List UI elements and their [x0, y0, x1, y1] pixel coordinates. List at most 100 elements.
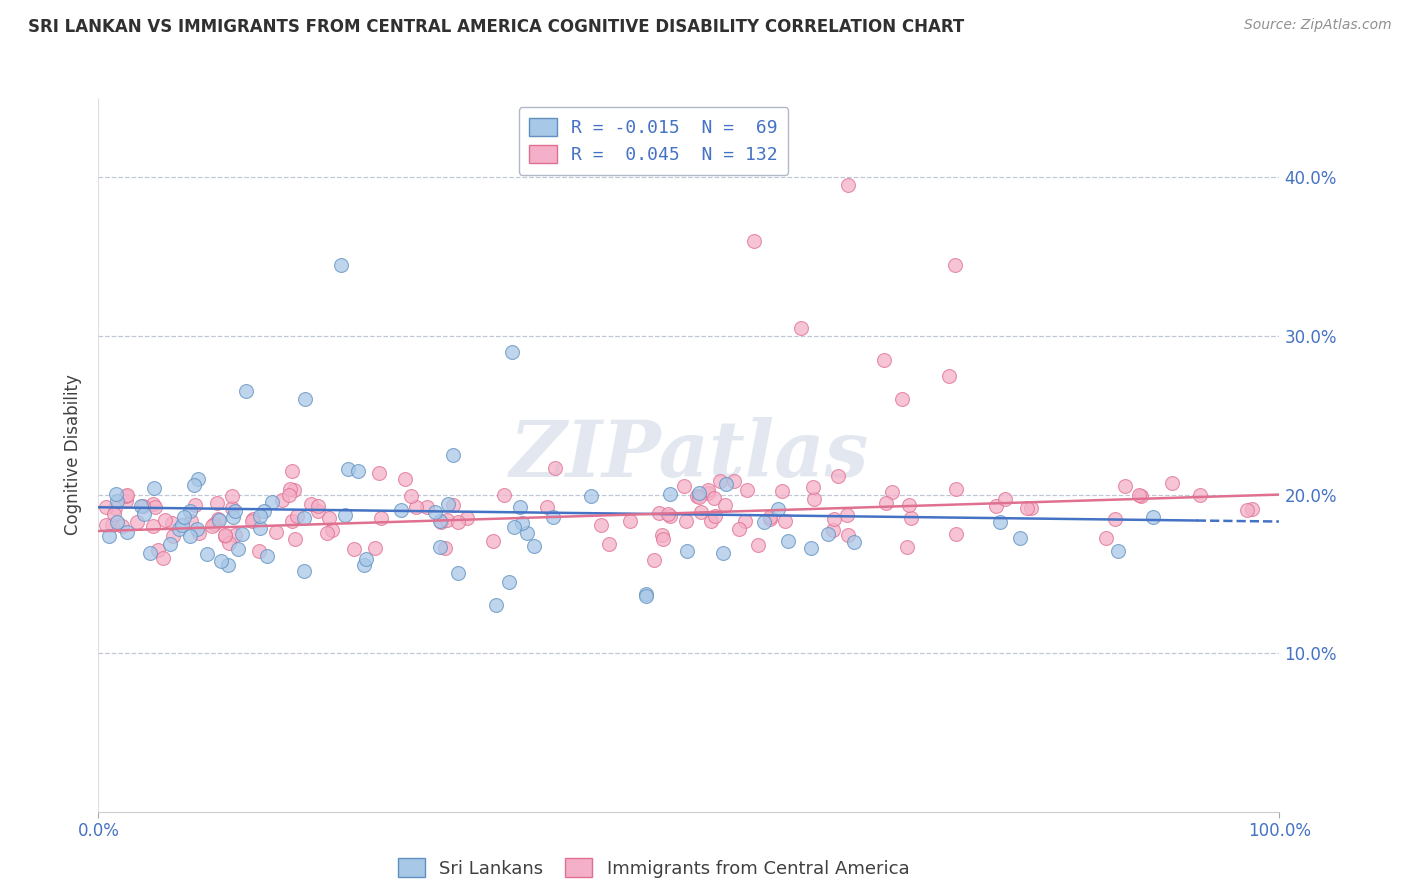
Point: [803, 491, 825, 506]
Point: [1189, 488, 1212, 502]
Point: [224, 527, 246, 541]
Point: [441, 498, 464, 512]
Point: [256, 549, 278, 563]
Point: [277, 488, 299, 502]
Point: [634, 587, 657, 601]
Point: [224, 504, 246, 518]
Point: [686, 489, 709, 503]
Point: [873, 352, 896, 367]
Point: [775, 514, 797, 528]
Point: [598, 537, 620, 551]
Point: [249, 509, 271, 524]
Point: [425, 504, 447, 518]
Point: [105, 494, 128, 508]
Point: [247, 543, 270, 558]
Point: [179, 504, 201, 518]
Point: [837, 528, 859, 542]
Point: [184, 498, 207, 512]
Point: [115, 493, 138, 508]
Point: [179, 529, 201, 543]
Point: [104, 501, 127, 516]
Point: [280, 464, 302, 478]
Point: [132, 507, 155, 521]
Point: [292, 511, 315, 525]
Point: [142, 497, 165, 511]
Text: SRI LANKAN VS IMMIGRANTS FROM CENTRAL AMERICA COGNITIVE DISABILITY CORRELATION C: SRI LANKAN VS IMMIGRANTS FROM CENTRAL AM…: [28, 18, 965, 36]
Point: [498, 575, 520, 590]
Point: [115, 524, 138, 539]
Point: [880, 484, 903, 499]
Point: [938, 368, 960, 383]
Point: [688, 490, 710, 504]
Point: [541, 510, 564, 524]
Point: [132, 499, 155, 513]
Point: [1236, 502, 1258, 516]
Point: [127, 515, 149, 529]
Point: [100, 518, 122, 533]
Point: [842, 534, 865, 549]
Point: [214, 529, 236, 543]
Point: [1008, 531, 1031, 545]
Point: [501, 344, 523, 359]
Point: [173, 509, 195, 524]
Point: [1161, 476, 1184, 491]
Point: [202, 517, 225, 532]
Point: [307, 504, 329, 518]
Point: [543, 460, 565, 475]
Point: [283, 483, 305, 497]
Point: [169, 522, 191, 536]
Point: [447, 566, 470, 581]
Point: [148, 542, 170, 557]
Point: [1114, 479, 1136, 493]
Point: [318, 511, 340, 525]
Point: [214, 527, 236, 541]
Point: [778, 534, 800, 549]
Point: [152, 551, 174, 566]
Point: [988, 515, 1011, 529]
Point: [485, 599, 508, 613]
Point: [218, 536, 240, 550]
Point: [770, 484, 793, 499]
Legend: Sri Lankans, Immigrants from Central America: Sri Lankans, Immigrants from Central Ame…: [391, 851, 917, 885]
Point: [405, 500, 427, 514]
Point: [817, 526, 839, 541]
Point: [890, 392, 912, 407]
Point: [231, 527, 253, 541]
Point: [827, 469, 849, 483]
Point: [335, 508, 357, 522]
Point: [766, 502, 789, 516]
Point: [650, 528, 672, 542]
Point: [699, 514, 721, 528]
Point: [994, 491, 1017, 506]
Point: [207, 511, 229, 525]
Point: [1128, 488, 1150, 502]
Point: [235, 384, 257, 399]
Point: [711, 546, 734, 560]
Point: [823, 512, 845, 526]
Point: [240, 514, 263, 528]
Point: [294, 392, 316, 407]
Point: [187, 472, 209, 486]
Point: [201, 518, 224, 533]
Point: [516, 526, 538, 541]
Point: [536, 500, 558, 515]
Point: [943, 258, 966, 272]
Point: [1094, 531, 1116, 545]
Point: [367, 466, 389, 480]
Point: [364, 541, 387, 556]
Point: [1130, 489, 1153, 503]
Point: [673, 479, 696, 493]
Point: [759, 509, 782, 524]
Point: [347, 464, 370, 478]
Point: [800, 541, 823, 556]
Point: [399, 490, 422, 504]
Point: [648, 506, 671, 520]
Point: [222, 510, 245, 524]
Point: [221, 490, 243, 504]
Point: [280, 482, 302, 496]
Point: [790, 321, 813, 335]
Point: [209, 554, 232, 568]
Point: [253, 504, 276, 518]
Point: [139, 546, 162, 560]
Point: [343, 541, 366, 556]
